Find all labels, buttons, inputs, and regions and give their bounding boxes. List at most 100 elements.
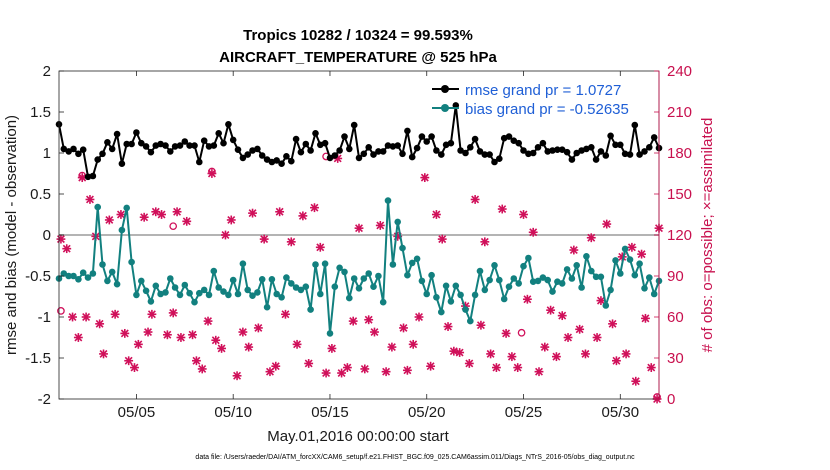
bias-point [510,275,518,282]
rmse-point [384,142,392,149]
obs-assimilated-marker [168,308,178,318]
obs-assimilated-marker [480,237,490,247]
obs-assimilated-marker [602,219,612,229]
bias-point [588,267,595,275]
data-file-footnote: data file: /Users/raeder/DAI/ATM_forcXX/… [195,454,635,461]
rmse-point [258,152,266,159]
bias-point [79,269,87,277]
bias-point [108,268,116,276]
bias-point [505,283,513,291]
bias-point [621,245,629,253]
rmse-point [631,121,639,129]
obs-assimilated-marker [528,227,538,237]
left-y-tick-label: -2 [38,391,51,408]
rmse-point [418,133,426,140]
bias-point [520,262,527,270]
bias-point [626,256,634,263]
rmse-point [210,142,218,149]
right-y-tick-label: 120 [667,227,692,244]
rmse-point [229,136,237,144]
rmse-point [505,133,513,140]
chart-title-line2: AIRCRAFT_TEMPERATURE @ 525 hPa [219,49,497,66]
bias-point [234,290,242,298]
obs-assimilated-marker [217,344,227,353]
rmse-point [355,154,363,162]
rmse-point [113,130,121,138]
bias-point [438,308,445,316]
bias-point [210,267,218,275]
legend-label-bias: bias grand pr = -0.52635 [465,101,629,118]
rmse-point [529,149,537,157]
bias-point [312,261,319,268]
obs-assimilated-marker [387,342,397,352]
bias-point [607,286,614,294]
bias-point [215,284,222,291]
bias-point [249,292,256,300]
bias-point [104,277,111,285]
bias-point [278,294,285,301]
bias-point [65,272,72,280]
obs-assimilated-marker [621,349,631,359]
obs-assimilated-marker [348,316,358,326]
obs-assimilated-marker [414,312,424,322]
obs-assimilated-marker [399,323,408,333]
obs-assimilated-marker [238,327,248,337]
rmse-point [539,139,547,147]
rmse-point [621,150,629,158]
bias-point [486,276,493,284]
bias-point [491,262,498,269]
x-axis-label: May.01,2016 00:00:00 start [267,428,449,445]
rmse-point [413,144,421,152]
bias-point [612,257,619,264]
right-y-tick-label: 0 [667,391,675,408]
rmse-point [375,148,382,155]
bias-point [641,285,648,292]
x-tick-label: 05/25 [505,404,543,421]
rmse-point [462,149,469,157]
x-tick-label: 05/30 [602,404,640,421]
bias-point [283,274,290,281]
obs-assimilated-marker [519,210,528,219]
rmse-point [360,150,368,158]
bias-point [123,204,130,212]
rmse-point [471,135,479,143]
obs-assimilated-marker [551,352,561,362]
bias-point [205,291,213,299]
bias-point [442,282,450,290]
obs-assimilated-marker [563,333,573,342]
rmse-point [476,148,484,155]
obs-assimilated-marker [139,212,149,222]
rmse-point [283,153,290,160]
bias-point [597,273,605,281]
bias-point [636,260,643,268]
obs-assimilated-marker [172,207,182,217]
obs-assimilated-marker [259,234,269,244]
bias-point [288,280,295,287]
obs-assimilated-marker [375,221,385,230]
rmse-point [60,145,68,153]
chart-title-line1: Tropics 10282 / 10324 = 99.593% [243,27,473,44]
bias-point [317,290,324,298]
rmse-point [379,148,387,155]
obs-assimilated-marker [646,363,656,372]
bias-point [549,288,556,295]
left-y-tick-label: 2 [43,63,51,80]
obs-assimilated-marker [437,234,447,244]
rmse-point [394,142,402,149]
rmse-point [646,144,653,151]
obs-assimilated-marker [120,328,130,338]
obs-assimilated-marker [354,223,364,233]
obs-assimilated-marker [337,368,347,378]
rmse-point [404,127,411,135]
rmse-point [244,151,251,158]
obs-possible-marker [653,393,661,401]
bias-point [244,286,251,294]
bias-point [592,273,600,281]
bias-point [118,226,126,234]
rmse-point [307,147,314,154]
bias-point [225,291,232,299]
obs-possible-marker [208,167,216,176]
obs-assimilated-marker [327,344,337,353]
bias-point [196,289,203,297]
